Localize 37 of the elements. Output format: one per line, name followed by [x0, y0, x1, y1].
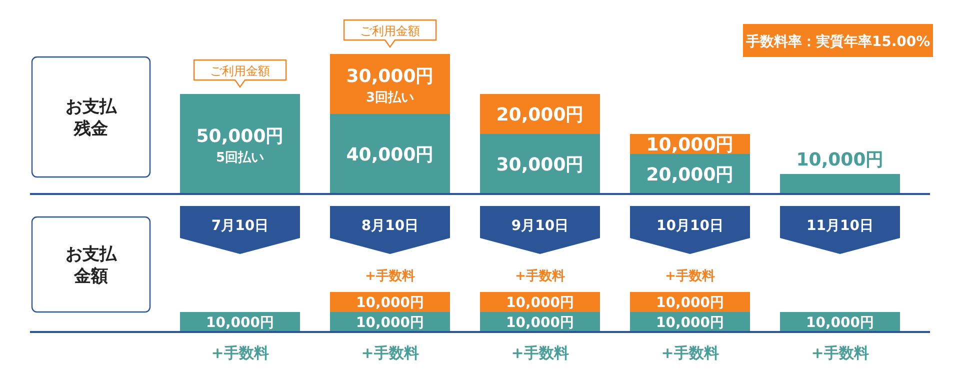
bar — [780, 174, 900, 194]
data-label: 40,000円 — [346, 144, 434, 166]
data-label: 30,000円 3回払い — [346, 66, 434, 106]
data-label: 10,000円 — [646, 134, 734, 156]
data-label: 10,000円 — [356, 314, 424, 331]
text: 手数料率：実質年率15.00% — [744, 33, 930, 50]
data-label: 10,000円 — [356, 294, 424, 311]
annotation: +手数料 — [811, 344, 869, 362]
data-label: 10,000円 — [796, 149, 884, 170]
y-axis-title: お支払残金 — [66, 97, 118, 139]
data-label: 20,000円 — [646, 164, 734, 186]
bar — [330, 114, 450, 194]
data-label: 10,000円 — [506, 314, 574, 331]
annotation: +手数料 — [511, 344, 569, 362]
x-tick-label: 7月10日 — [211, 218, 269, 234]
data-label: 50,000円 5回払い — [196, 126, 284, 166]
data-label: 10,000円 — [206, 314, 274, 331]
data-label: 20,000円 — [496, 104, 584, 126]
annotation: +手数料 — [661, 344, 719, 362]
data-label: 10,000円 — [656, 314, 724, 331]
y-axis-title: お支払金額 — [66, 244, 118, 286]
data-label: 10,000円 — [506, 294, 574, 311]
annotation: +手数料 — [515, 268, 565, 284]
annotation: +手数料 — [361, 344, 419, 362]
x-tick-label: 9月10日 — [511, 218, 569, 234]
annotation: +手数料 — [665, 268, 715, 284]
annotation: +手数料 — [365, 268, 415, 284]
annotation: +手数料 — [211, 344, 269, 362]
x-tick-label: 10月10日 — [656, 218, 724, 234]
x-tick-label: 8月10日 — [361, 218, 419, 234]
annotation: ご利用金額 — [360, 24, 420, 38]
x-tick-label: 11月10日 — [806, 218, 874, 234]
data-label: 10,000円 — [656, 294, 724, 311]
bar — [180, 94, 300, 194]
annotation: ご利用金額 — [210, 64, 270, 78]
data-label: 30,000円 — [496, 154, 584, 176]
data-label: 10,000円 — [806, 314, 874, 331]
